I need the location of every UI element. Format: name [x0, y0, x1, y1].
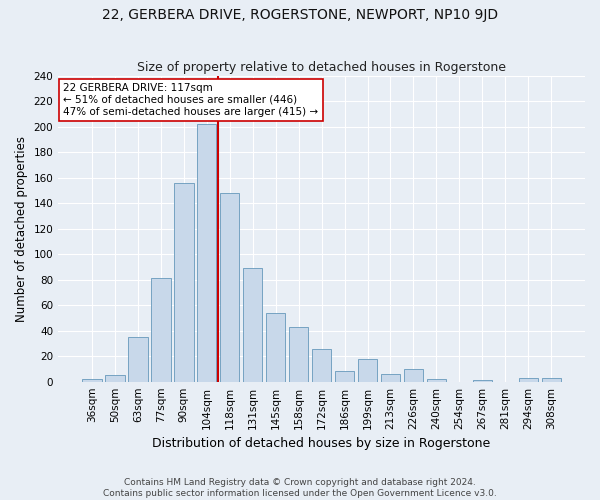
Bar	[220, 193, 239, 382]
Bar	[358, 358, 377, 382]
Bar	[381, 374, 400, 382]
Bar	[312, 348, 331, 382]
Text: 22 GERBERA DRIVE: 117sqm
← 51% of detached houses are smaller (446)
47% of semi-: 22 GERBERA DRIVE: 117sqm ← 51% of detach…	[64, 84, 319, 116]
Title: Size of property relative to detached houses in Rogerstone: Size of property relative to detached ho…	[137, 62, 506, 74]
Text: Contains HM Land Registry data © Crown copyright and database right 2024.
Contai: Contains HM Land Registry data © Crown c…	[103, 478, 497, 498]
Bar	[404, 369, 423, 382]
Bar	[197, 124, 217, 382]
Bar	[335, 372, 355, 382]
Bar	[82, 379, 101, 382]
Bar	[289, 327, 308, 382]
Text: 22, GERBERA DRIVE, ROGERSTONE, NEWPORT, NP10 9JD: 22, GERBERA DRIVE, ROGERSTONE, NEWPORT, …	[102, 8, 498, 22]
Bar	[473, 380, 492, 382]
Bar	[105, 376, 125, 382]
Bar	[518, 378, 538, 382]
Bar	[266, 313, 286, 382]
Bar	[174, 183, 194, 382]
X-axis label: Distribution of detached houses by size in Rogerstone: Distribution of detached houses by size …	[152, 437, 491, 450]
Bar	[542, 378, 561, 382]
Bar	[427, 379, 446, 382]
Bar	[128, 337, 148, 382]
Bar	[243, 268, 262, 382]
Y-axis label: Number of detached properties: Number of detached properties	[15, 136, 28, 322]
Bar	[151, 278, 170, 382]
